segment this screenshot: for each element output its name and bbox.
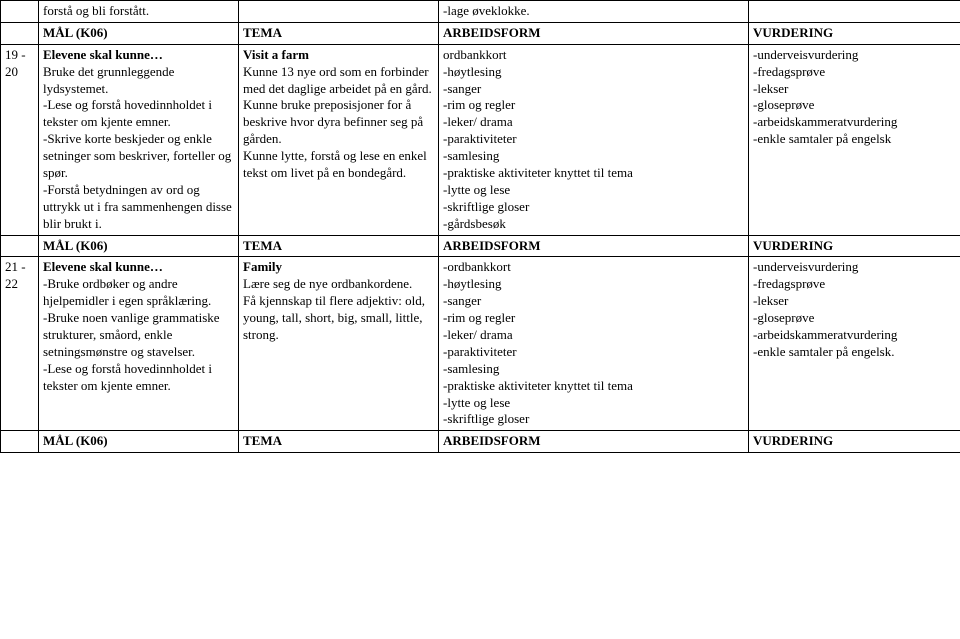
cell-goals: Elevene skal kunne… -Bruke ordbøker og a… bbox=[39, 257, 239, 431]
cell-header-vurdering: VURDERING bbox=[749, 431, 960, 453]
table-header-row: MÅL (K06) TEMA ARBEIDSFORM VURDERING bbox=[1, 431, 960, 453]
cell-header-maal: MÅL (K06) bbox=[39, 431, 239, 453]
cell-week-num: 21 - 22 bbox=[1, 257, 39, 431]
vurdering-item: -underveisvurdering bbox=[753, 47, 858, 62]
arbeidsform-item: -gårdsbesøk bbox=[443, 216, 506, 231]
cell-header-blank bbox=[1, 235, 39, 257]
cell-goals-prev: forstå og bli forstått. bbox=[39, 1, 239, 23]
tema-text: Kunne 13 nye ord som en forbinder med de… bbox=[243, 64, 432, 96]
cell-header-tema: TEMA bbox=[239, 431, 439, 453]
goals-text: Bruke det grunnleggende lydsystemet. bbox=[43, 64, 174, 96]
table-row: 19 - 20 Elevene skal kunne… Bruke det gr… bbox=[1, 44, 960, 235]
cell-header-maal: MÅL (K06) bbox=[39, 235, 239, 257]
goals-text: -Bruke ordbøker og andre hjelpemidler i … bbox=[43, 276, 211, 308]
cell-header-arbeidsform: ARBEIDSFORM bbox=[439, 431, 749, 453]
cell-header-maal: MÅL (K06) bbox=[39, 22, 239, 44]
goals-lead: Elevene skal kunne… bbox=[43, 47, 163, 62]
table-header-row: MÅL (K06) TEMA ARBEIDSFORM VURDERING bbox=[1, 235, 960, 257]
tema-text: Lære seg de nye ordbankordene. bbox=[243, 276, 412, 291]
cell-header-arbeidsform: ARBEIDSFORM bbox=[439, 235, 749, 257]
cell-vurdering: -underveisvurdering -fredagsprøve -lekse… bbox=[749, 257, 960, 431]
vurdering-item: -gloseprøve bbox=[753, 310, 814, 325]
arbeidsform-item: -skriftlige gloser bbox=[443, 411, 529, 426]
cell-header-tema: TEMA bbox=[239, 235, 439, 257]
arbeidsform-item: ordbankkort bbox=[443, 47, 507, 62]
goals-lead: Elevene skal kunne… bbox=[43, 259, 163, 274]
arbeidsform-item: -samlesing bbox=[443, 361, 499, 376]
cell-arbeidsform-prev: -lage øveklokke. bbox=[439, 1, 749, 23]
arbeidsform-item: -leker/ drama bbox=[443, 327, 513, 342]
tema-text: Få kjennskap til flere adjektiv: old, yo… bbox=[243, 293, 425, 342]
vurdering-item: -enkle samtaler på engelsk. bbox=[753, 344, 895, 359]
cell-num-prev bbox=[1, 1, 39, 23]
arbeidsform-item: -sanger bbox=[443, 81, 481, 96]
cell-arbeidsform: -ordbankkort -høytlesing -sanger -rim og… bbox=[439, 257, 749, 431]
cell-vurdering-prev bbox=[749, 1, 960, 23]
cell-header-vurdering: VURDERING bbox=[749, 235, 960, 257]
table-row: forstå og bli forstått. -lage øveklokke. bbox=[1, 1, 960, 23]
vurdering-item: -arbeidskammeratvurdering bbox=[753, 327, 897, 342]
cell-tema: Family Lære seg de nye ordbankordene. Få… bbox=[239, 257, 439, 431]
arbeidsform-item: -leker/ drama bbox=[443, 114, 513, 129]
arbeidsform-item: -praktiske aktiviteter knyttet til tema bbox=[443, 165, 633, 180]
arbeidsform-item: -sanger bbox=[443, 293, 481, 308]
arbeidsform-item: -lytte og lese bbox=[443, 395, 510, 410]
vurdering-item: -underveisvurdering bbox=[753, 259, 858, 274]
cell-tema-prev bbox=[239, 1, 439, 23]
arbeidsform-item: -rim og regler bbox=[443, 97, 515, 112]
cell-tema: Visit a farm Kunne 13 nye ord som en for… bbox=[239, 44, 439, 235]
vurdering-item: -lekser bbox=[753, 81, 788, 96]
cell-header-blank bbox=[1, 22, 39, 44]
arbeidsform-item: -høytlesing bbox=[443, 276, 502, 291]
cell-arbeidsform: ordbankkort -høytlesing -sanger -rim og … bbox=[439, 44, 749, 235]
cell-header-blank bbox=[1, 431, 39, 453]
cell-week-num: 19 - 20 bbox=[1, 44, 39, 235]
goals-text: -Bruke noen vanlige grammatiske struktur… bbox=[43, 310, 220, 359]
cell-header-arbeidsform: ARBEIDSFORM bbox=[439, 22, 749, 44]
cell-header-vurdering: VURDERING bbox=[749, 22, 960, 44]
arbeidsform-item: -ordbankkort bbox=[443, 259, 511, 274]
tema-title: Visit a farm bbox=[243, 47, 309, 62]
arbeidsform-item: -høytlesing bbox=[443, 64, 502, 79]
tema-title: Family bbox=[243, 259, 282, 274]
cell-vurdering: -underveisvurdering -fredagsprøve -lekse… bbox=[749, 44, 960, 235]
tema-text: Kunne bruke preposisjoner for å beskrive… bbox=[243, 97, 423, 146]
arbeidsform-item: -praktiske aktiviteter knyttet til tema bbox=[443, 378, 633, 393]
tema-text: Kunne lytte, forstå og lese en enkel tek… bbox=[243, 148, 427, 180]
goals-text: -Lese og forstå hovedinnholdet i tekster… bbox=[43, 97, 212, 129]
cell-header-tema: TEMA bbox=[239, 22, 439, 44]
vurdering-item: -lekser bbox=[753, 293, 788, 308]
arbeidsform-item: -rim og regler bbox=[443, 310, 515, 325]
goals-text: -Lese og forstå hovedinnholdet i tekster… bbox=[43, 361, 212, 393]
arbeidsform-item: -lytte og lese bbox=[443, 182, 510, 197]
arbeidsform-item: -samlesing bbox=[443, 148, 499, 163]
cell-goals: Elevene skal kunne… Bruke det grunnlegge… bbox=[39, 44, 239, 235]
goals-text: -Skrive korte beskjeder og enkle setning… bbox=[43, 131, 231, 180]
vurdering-item: -fredagsprøve bbox=[753, 276, 825, 291]
arbeidsform-item: -paraktiviteter bbox=[443, 131, 517, 146]
goals-text: -Forstå betydningen av ord og uttrykk ut… bbox=[43, 182, 232, 231]
table-row: 21 - 22 Elevene skal kunne… -Bruke ordbø… bbox=[1, 257, 960, 431]
vurdering-item: -gloseprøve bbox=[753, 97, 814, 112]
table-header-row: MÅL (K06) TEMA ARBEIDSFORM VURDERING bbox=[1, 22, 960, 44]
arbeidsform-item: -skriftlige gloser bbox=[443, 199, 529, 214]
curriculum-table: forstå og bli forstått. -lage øveklokke.… bbox=[0, 0, 960, 453]
vurdering-item: -fredagsprøve bbox=[753, 64, 825, 79]
arbeidsform-item: -paraktiviteter bbox=[443, 344, 517, 359]
vurdering-item: -arbeidskammeratvurdering bbox=[753, 114, 897, 129]
vurdering-item: -enkle samtaler på engelsk bbox=[753, 131, 891, 146]
